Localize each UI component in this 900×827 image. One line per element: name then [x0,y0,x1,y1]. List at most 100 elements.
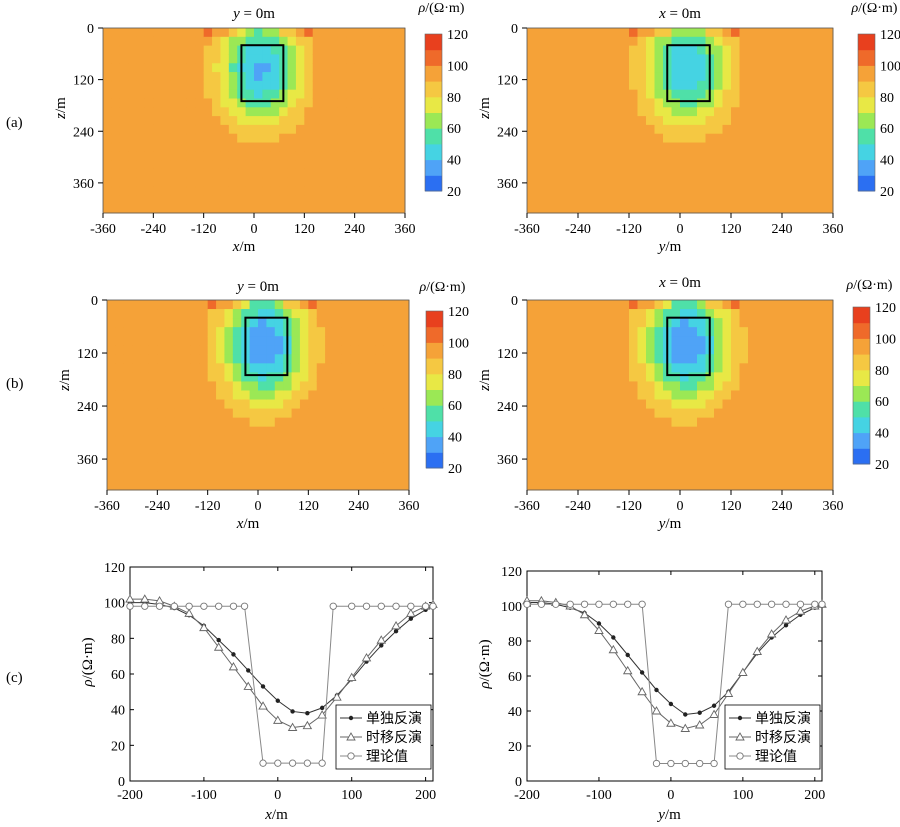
heatmap-cell [308,336,318,346]
heatmap-cell [174,453,183,464]
heatmap-cell [612,168,621,179]
heatmap-cell [569,471,579,482]
heatmap-cell [629,336,638,346]
heatmap-cell [561,63,570,73]
heatmap-cell [178,168,188,179]
heatmap-cell [321,116,330,126]
heatmap-cell [228,160,238,170]
heatmap-cell [688,133,698,144]
heatmap-cell [232,309,242,319]
heatmap-cell [765,300,774,310]
heatmap-cell [646,142,655,152]
heatmap-cell [157,318,167,328]
marker-dot [216,637,221,643]
heatmap-cell [714,435,723,446]
heatmap-cell [790,54,800,64]
heatmap-cell [383,480,393,491]
heatmap-cell [274,444,284,455]
heatmap-cell [569,426,579,437]
heatmap-cell [671,354,681,364]
heatmap-cell [535,98,545,108]
heatmap-cell [535,54,545,64]
heatmap-cell [383,399,393,410]
heatmap-cell [535,186,545,196]
heatmap-cell [807,318,817,328]
heatmap-cell [612,300,621,310]
heatmap-cell [637,408,647,419]
heatmap-cell [561,160,570,170]
heatmap-cell [316,471,326,482]
heatmap-cell [799,408,808,419]
heatmap-cell [807,80,817,91]
heatmap-cell [790,345,800,355]
heatmap-cell [337,124,347,135]
heatmap-cell [586,89,596,99]
heatmap-cell [119,80,129,91]
heatmap-cell [680,28,689,38]
heatmap-cell [182,309,192,319]
heatmap-cell [199,309,209,319]
heatmap-cell [220,133,230,144]
heatmap-cell [203,36,213,47]
heatmap-cell [552,54,562,64]
heatmap-cell [816,399,825,410]
heatmap-cell [203,124,213,135]
heatmap-cell [346,45,356,55]
heatmap-cell [148,327,158,337]
colorbar-swatch [426,311,443,328]
heatmap-cell [241,417,251,428]
heatmap-cell [178,72,188,82]
heatmap-cell [612,480,621,491]
heatmap-cell [807,453,817,464]
heatmap-cell [207,327,217,337]
heatmap-cell [561,151,570,161]
heatmap-cell [132,453,142,464]
heatmap-cell [157,345,167,355]
heatmap-cell [354,28,364,38]
heatmap-cell [756,300,766,310]
heatmap-cell [316,435,326,446]
heatmap-cell [773,363,783,373]
heatmap-cell [569,28,579,38]
heatmap-cell [392,336,402,346]
heatmap-cell [773,89,783,99]
heatmap-cell [262,116,272,126]
heatmap-cell [312,80,322,91]
heatmap-cell [782,327,791,337]
heatmap-cell [671,116,681,126]
heatmap-cell [527,480,536,491]
heatmap-cell [603,408,613,419]
heatmap-cell [174,480,183,491]
heatmap-cell [527,168,536,179]
heatmap-cell [620,345,630,355]
heatmap-cell [705,168,715,179]
heatmap-cell [400,390,410,401]
heatmap-cell [363,72,372,82]
marker-triangle [406,608,416,617]
heatmap-cell [705,98,715,108]
heatmap-cell [731,318,740,328]
heatmap-cell [325,300,334,310]
heatmap-cell [232,417,242,428]
heatmap-cell [379,142,389,152]
heatmap-cell [671,142,681,152]
heatmap-cell [270,54,280,64]
heatmap-cell [544,471,553,482]
heatmap-cell [123,417,133,428]
heatmap-cell [165,426,175,437]
heatmap-cell [107,318,116,328]
heatmap-cell [312,54,322,64]
heatmap-cell [174,435,183,446]
heatmap-cell [199,345,209,355]
heatmap-cell [388,160,398,170]
heatmap-cell [312,195,322,205]
heatmap-cell [182,327,192,337]
heatmap-cell [207,318,217,328]
heatmap-cell [697,453,706,464]
heatmap-cell [603,390,613,401]
heatmap-cell [578,399,587,410]
heatmap-cell [350,480,360,491]
heatmap-cell [552,142,562,152]
heatmap-cell [115,372,125,382]
heatmap-cell [304,116,314,126]
